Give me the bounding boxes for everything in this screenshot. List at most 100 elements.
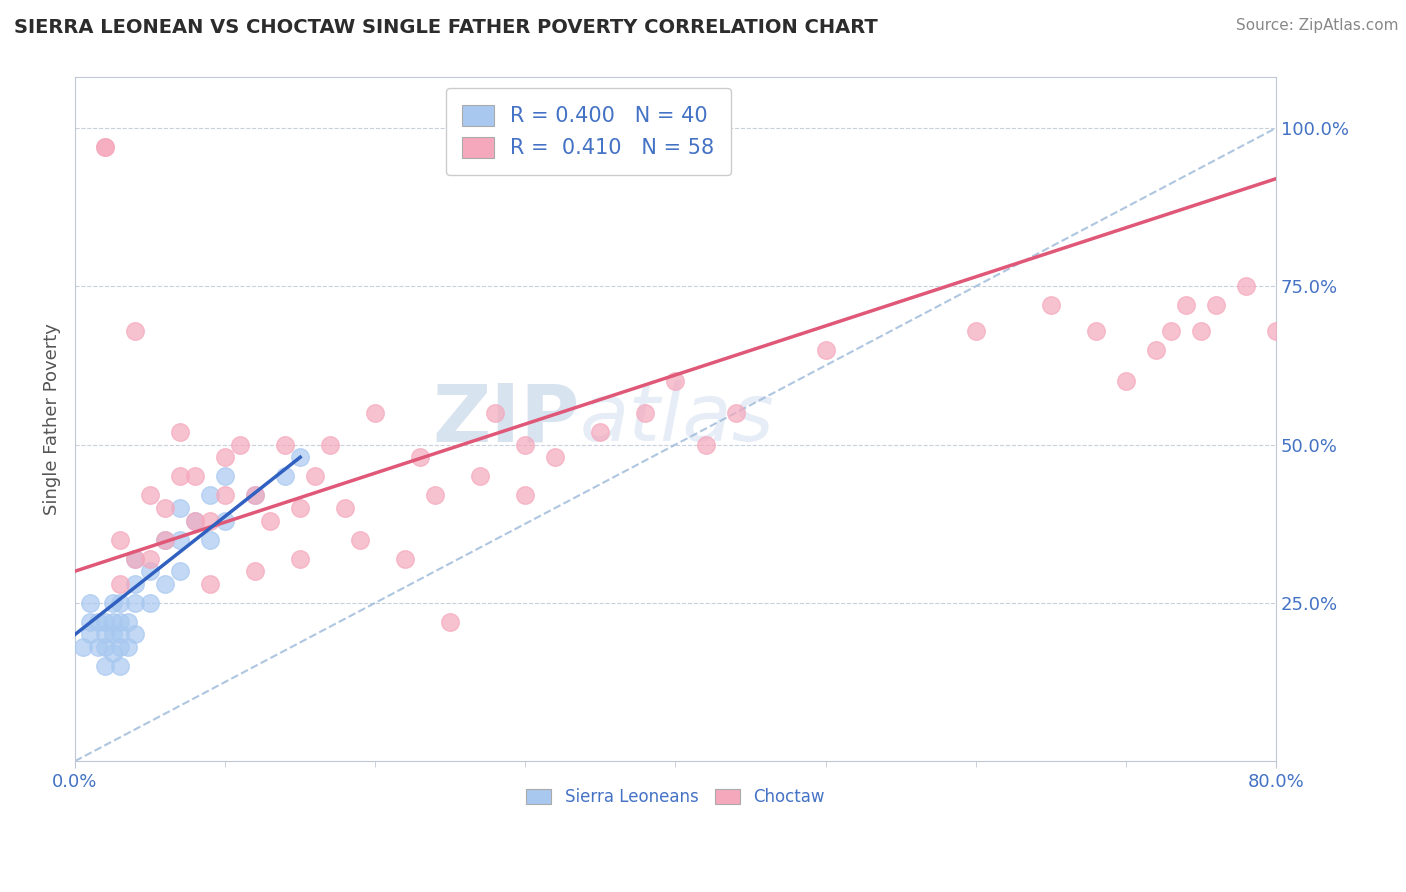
Point xyxy=(198,488,221,502)
Point xyxy=(153,500,176,515)
Point xyxy=(94,640,117,654)
Point xyxy=(124,551,146,566)
Point xyxy=(184,469,207,483)
Point xyxy=(94,627,117,641)
Point xyxy=(169,564,191,578)
Point xyxy=(124,627,146,641)
Point xyxy=(425,488,447,502)
Point xyxy=(304,469,326,483)
Point xyxy=(1144,343,1167,357)
Point xyxy=(965,324,987,338)
Point xyxy=(470,469,492,483)
Point xyxy=(79,615,101,629)
Point xyxy=(814,343,837,357)
Point xyxy=(290,500,312,515)
Point xyxy=(108,627,131,641)
Point xyxy=(124,577,146,591)
Point xyxy=(153,577,176,591)
Point xyxy=(1174,298,1197,312)
Point xyxy=(364,406,387,420)
Text: Source: ZipAtlas.com: Source: ZipAtlas.com xyxy=(1236,18,1399,33)
Point xyxy=(108,640,131,654)
Point xyxy=(72,640,94,654)
Point xyxy=(139,596,162,610)
Point xyxy=(124,596,146,610)
Point xyxy=(108,533,131,547)
Point xyxy=(274,437,297,451)
Y-axis label: Single Father Poverty: Single Father Poverty xyxy=(44,323,60,516)
Point xyxy=(243,488,266,502)
Point xyxy=(198,577,221,591)
Text: ZIP: ZIP xyxy=(432,380,579,458)
Point xyxy=(1234,279,1257,293)
Point xyxy=(484,406,506,420)
Point xyxy=(634,406,657,420)
Point xyxy=(101,627,124,641)
Point xyxy=(139,551,162,566)
Point xyxy=(79,627,101,641)
Point xyxy=(274,469,297,483)
Point xyxy=(1205,298,1227,312)
Point xyxy=(153,533,176,547)
Point xyxy=(108,596,131,610)
Legend: Sierra Leoneans, Choctaw: Sierra Leoneans, Choctaw xyxy=(517,780,834,814)
Point xyxy=(169,469,191,483)
Point xyxy=(184,514,207,528)
Point xyxy=(117,640,139,654)
Point xyxy=(349,533,371,547)
Point xyxy=(394,551,416,566)
Point xyxy=(101,647,124,661)
Point xyxy=(1189,324,1212,338)
Point xyxy=(214,514,236,528)
Point xyxy=(544,450,567,465)
Point xyxy=(664,374,686,388)
Point xyxy=(1084,324,1107,338)
Point xyxy=(198,533,221,547)
Point xyxy=(124,551,146,566)
Point xyxy=(86,615,108,629)
Point xyxy=(724,406,747,420)
Point xyxy=(515,437,537,451)
Point xyxy=(94,140,117,154)
Point xyxy=(229,437,252,451)
Point xyxy=(139,488,162,502)
Point xyxy=(1265,324,1288,338)
Point xyxy=(290,551,312,566)
Point xyxy=(101,596,124,610)
Point xyxy=(214,469,236,483)
Point xyxy=(94,615,117,629)
Point xyxy=(335,500,357,515)
Point xyxy=(153,533,176,547)
Point xyxy=(695,437,717,451)
Point xyxy=(319,437,342,451)
Point xyxy=(214,450,236,465)
Text: atlas: atlas xyxy=(579,380,775,458)
Point xyxy=(108,615,131,629)
Point xyxy=(169,500,191,515)
Point xyxy=(243,488,266,502)
Point xyxy=(94,659,117,673)
Point xyxy=(243,564,266,578)
Point xyxy=(290,450,312,465)
Point xyxy=(94,140,117,154)
Point xyxy=(108,577,131,591)
Point xyxy=(409,450,432,465)
Point xyxy=(184,514,207,528)
Point xyxy=(259,514,281,528)
Point xyxy=(86,640,108,654)
Point xyxy=(169,425,191,439)
Point xyxy=(515,488,537,502)
Point xyxy=(117,615,139,629)
Point xyxy=(198,514,221,528)
Point xyxy=(139,564,162,578)
Point xyxy=(439,615,461,629)
Point xyxy=(101,615,124,629)
Point xyxy=(1160,324,1182,338)
Point xyxy=(1039,298,1062,312)
Text: SIERRA LEONEAN VS CHOCTAW SINGLE FATHER POVERTY CORRELATION CHART: SIERRA LEONEAN VS CHOCTAW SINGLE FATHER … xyxy=(14,18,877,37)
Point xyxy=(108,659,131,673)
Point xyxy=(124,324,146,338)
Point xyxy=(589,425,612,439)
Point xyxy=(1115,374,1137,388)
Point xyxy=(214,488,236,502)
